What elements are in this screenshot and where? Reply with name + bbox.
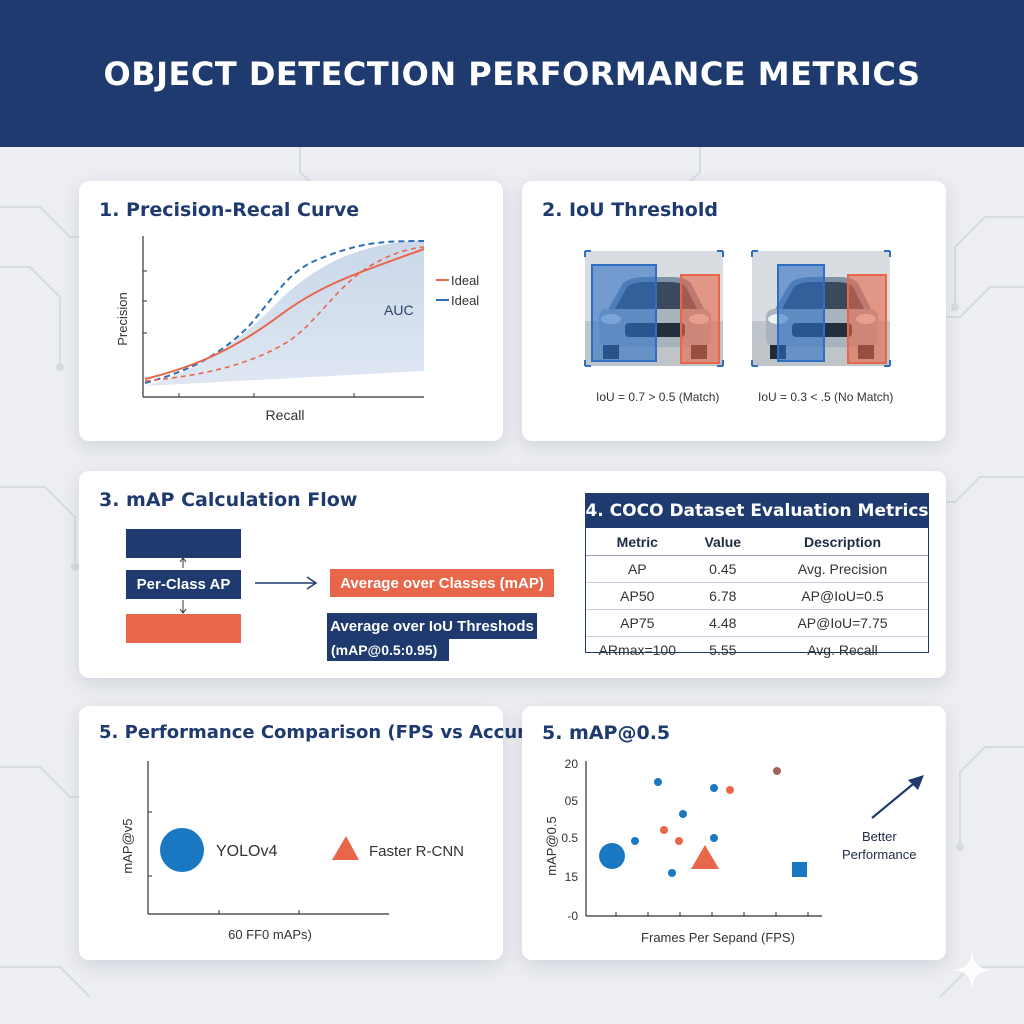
col-description: Description (756, 528, 928, 556)
yolov4-marker (160, 828, 204, 872)
metric-cell: AP50 (586, 582, 689, 610)
table-row: ARmax=100 5.55 Avg. Recall (586, 637, 928, 664)
scatter-point (726, 786, 734, 794)
page-header: OBJECT DETECTION PERFORMANCE METRICS (0, 0, 1024, 147)
metric-cell: AP75 (586, 609, 689, 637)
col-value: Value (688, 528, 757, 556)
scatter-triangle (691, 845, 719, 869)
curve-orange-dashed (144, 246, 425, 382)
scatter-point (710, 784, 718, 792)
performance-label: Performance (842, 847, 916, 862)
value-cell: 0.45 (688, 555, 757, 583)
pr-curve-chart: Ideal Ideal AUC Precision Recall (115, 236, 479, 423)
car-image-match (584, 250, 724, 367)
yolov4-label: YOLOv4 (216, 843, 277, 860)
table-row: AP50 6.78 AP@IoU=0.5 (586, 582, 928, 610)
pr-curve-card: 1. Precision-Recal Curve Ideal Ideal AUC… (79, 181, 503, 441)
iou-card: 2. IoU Threshold (522, 181, 946, 441)
scatter-point (660, 826, 668, 834)
performance-comparison-chart: YOLOv4 Faster R-CNN mAP@v5 60 FF0 mAPs) (120, 761, 464, 942)
description-cell: AP@IoU=0.5 (756, 582, 928, 610)
flow-bottom-box (126, 614, 241, 643)
table-header-row: Metric Value Description (586, 528, 928, 556)
value-cell: 4.48 (688, 609, 757, 637)
faster-rcnn-label: Faster R-CNN (369, 843, 464, 860)
performance-comparison-card: 5. Performance Comparison (FPS vs Accura… (79, 706, 561, 960)
flow-arrows (179, 557, 318, 614)
scatter-point (675, 837, 683, 845)
legend-ideal-blue: Ideal (451, 293, 479, 308)
iou-illustrations (584, 250, 891, 367)
ideal-curve-blue-dashed (144, 240, 425, 384)
value-cell: 6.78 (688, 582, 757, 610)
value-cell: 5.55 (709, 642, 737, 658)
map-scatter-title: 5. mAP@0.5 (542, 722, 671, 744)
flow-top-box (126, 529, 241, 558)
metric-cell: AP (586, 555, 689, 583)
perf-xlabel: 60 FF0 mAPs) (228, 927, 312, 942)
sparkle-icon (954, 952, 990, 988)
avg-over-iou-box: Average over IoU Threshods (mAP@0.5:0.95… (327, 613, 537, 661)
avg-iou-line2: (mAP@0.5:0.95) (327, 639, 449, 661)
better-performance-arrow (871, 779, 919, 819)
scatter-point (679, 810, 687, 818)
ytick-label: -0 (567, 909, 578, 923)
ytick-label: 20 (565, 757, 579, 771)
per-class-ap-box: Per-Class AP (126, 570, 241, 599)
scatter-point (773, 767, 781, 775)
scatter-point-large (599, 843, 625, 869)
iou-title: 2. IoU Threshold (542, 199, 718, 221)
scatter-square (792, 862, 807, 877)
curve-orange-solid (144, 248, 425, 380)
ytick-label: 05 (565, 794, 579, 808)
metric-cell: ARmax=100 (598, 642, 677, 658)
pr-xlabel: Recall (266, 407, 305, 423)
performance-comparison-title: 5. Performance Comparison (FPS vs Accura… (99, 722, 561, 743)
pr-curve-title: 1. Precision-Recal Curve (99, 199, 360, 221)
faster-rcnn-marker (332, 836, 359, 860)
description-cell: Avg. Precision (756, 555, 928, 583)
perf-ylabel: mAP@v5 (120, 818, 135, 873)
col-metric: Metric (586, 528, 689, 556)
description-cell: AP@IoU=7.75 (756, 609, 928, 637)
coco-metrics-table: 4. COCO Dataset Evaluation Metrics Metri… (585, 493, 929, 658)
coco-table-title: 4. COCO Dataset Evaluation Metrics (585, 494, 929, 528)
arrowhead (908, 775, 924, 790)
map-scatter-chart: 20 05 0.5 15 -0 Better Performance mAP@0… (544, 757, 924, 945)
car-image-no-match (751, 250, 891, 367)
auc-label: AUC (384, 302, 414, 318)
iou-no-match-caption: IoU = 0.3 < .5 (No Match) (758, 390, 894, 404)
scatter-point (654, 778, 662, 786)
map-flow-title: 3. mAP Calculation Flow (99, 489, 358, 511)
table-row: AP75 4.48 AP@IoU=7.75 (586, 609, 928, 637)
table-row: AP 0.45 Avg. Precision (586, 555, 928, 583)
avg-iou-line1: Average over IoU Threshods (327, 613, 537, 639)
auc-area (145, 241, 424, 386)
avg-over-classes-box: Average over Classes (mAP) (330, 569, 554, 597)
scatter-xlabel: Frames Per Sepand (FPS) (641, 930, 795, 945)
better-label: Better (862, 829, 897, 844)
description-cell: Avg. Recall (807, 642, 878, 658)
scatter-point (668, 869, 676, 877)
pr-ylabel: Precision (115, 292, 130, 345)
scatter-point (631, 837, 639, 845)
iou-match-caption: IoU = 0.7 > 0.5 (Match) (596, 390, 720, 404)
map-scatter-card: 5. mAP@0.5 20 05 0.5 15 -0 Better Perfor… (522, 706, 946, 960)
legend-ideal-orange: Ideal (451, 273, 479, 288)
scatter-ylabel: mAP@0.5 (544, 816, 559, 875)
ytick-label: 15 (565, 870, 579, 884)
ytick-label: 0.5 (561, 831, 578, 845)
scatter-point (710, 834, 718, 842)
page-title: OBJECT DETECTION PERFORMANCE METRICS (103, 54, 921, 93)
